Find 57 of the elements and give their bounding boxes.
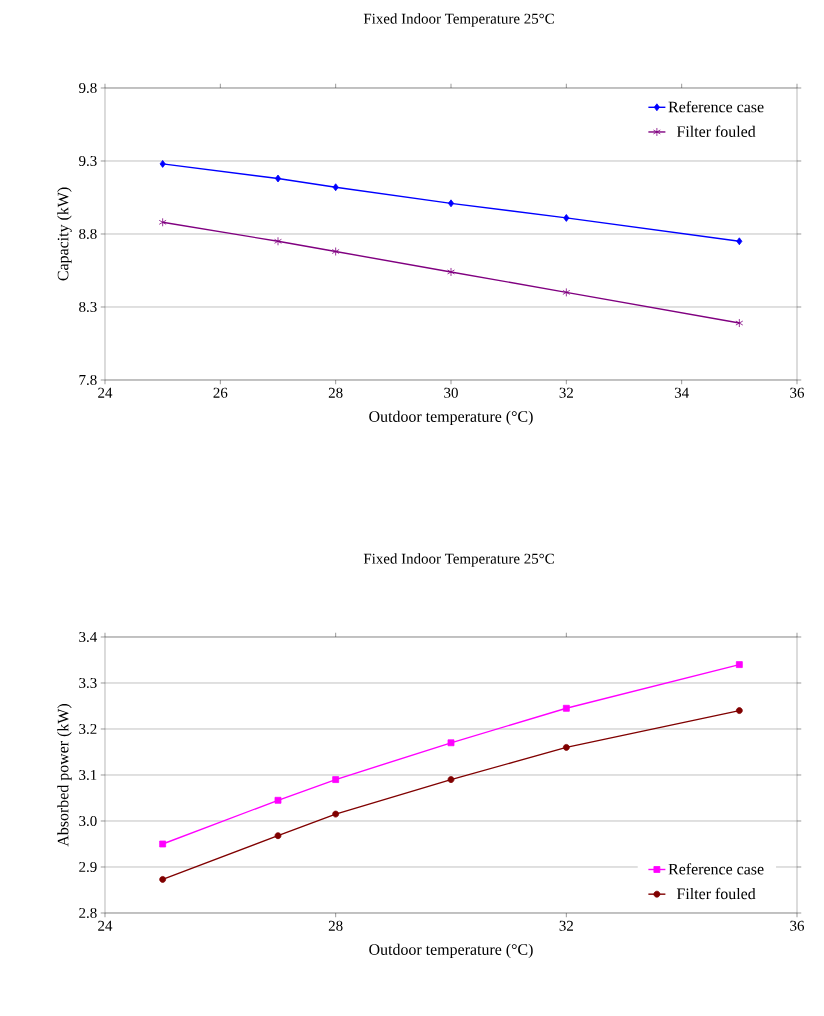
point — [274, 236, 282, 246]
legend-label: Reference case — [668, 100, 764, 113]
x-axis-title: Outdoor temperature (°C) — [369, 943, 533, 959]
point — [332, 183, 339, 192]
legend-label: Filter fouled — [676, 887, 756, 900]
y-axis-title: Capacity (kW) — [57, 187, 72, 281]
point — [447, 776, 455, 783]
y-axis-title: Absorbed power (kW) — [57, 704, 72, 847]
point — [274, 832, 282, 840]
point — [158, 217, 167, 227]
y-tick-label: 8.3 — [79, 301, 97, 313]
x-axis-title: Outdoor temperature (°C) — [369, 410, 533, 426]
y-tick-label: 2.9 — [79, 861, 97, 873]
point — [735, 707, 743, 714]
point — [159, 840, 167, 848]
point — [563, 214, 570, 222]
point — [447, 267, 455, 277]
point — [447, 739, 455, 747]
x-tick-label: 32 — [559, 920, 573, 931]
point — [735, 318, 744, 328]
y-tick-label: 7.8 — [79, 374, 97, 386]
x-tick-label: 32 — [559, 387, 573, 398]
legend-label: Filter fouled — [676, 125, 756, 137]
point — [331, 247, 340, 256]
point — [332, 810, 340, 818]
x-tick-label: 28 — [328, 387, 343, 398]
y-tick-label: 8.8 — [79, 228, 97, 240]
x-tick-label: 26 — [213, 387, 228, 398]
chart-title: Fixed Indoor Temperature 25°C — [363, 553, 554, 567]
point — [735, 661, 743, 668]
x-tick-label: 24 — [98, 920, 113, 931]
y-tick-label: 9.3 — [79, 155, 97, 167]
point — [159, 160, 166, 168]
y-tick-label: 3.4 — [79, 631, 97, 643]
y-tick-label: 3.3 — [79, 677, 97, 689]
x-tick-label: 36 — [790, 387, 805, 398]
point — [562, 704, 570, 712]
point — [562, 744, 570, 751]
y-tick-label: 9.8 — [79, 82, 97, 94]
y-tick-label: 3.1 — [79, 769, 97, 781]
point — [159, 876, 167, 883]
point — [274, 796, 282, 804]
legend-label: Reference case — [668, 863, 764, 875]
x-tick-label: 28 — [328, 920, 343, 931]
point — [736, 237, 743, 246]
x-tick-label: 34 — [674, 387, 689, 398]
y-tick-label: 2.8 — [79, 907, 97, 919]
point — [332, 776, 340, 783]
point — [447, 199, 455, 208]
y-tick-label: 3.0 — [79, 815, 97, 827]
y-tick-label: 3.2 — [79, 723, 97, 735]
x-tick-label: 36 — [790, 920, 805, 931]
point — [274, 174, 282, 183]
point — [562, 288, 571, 297]
x-tick-label: 24 — [98, 387, 113, 398]
chart-title: Fixed Indoor Temperature 25°C — [363, 13, 554, 27]
x-tick-label: 30 — [444, 387, 458, 398]
